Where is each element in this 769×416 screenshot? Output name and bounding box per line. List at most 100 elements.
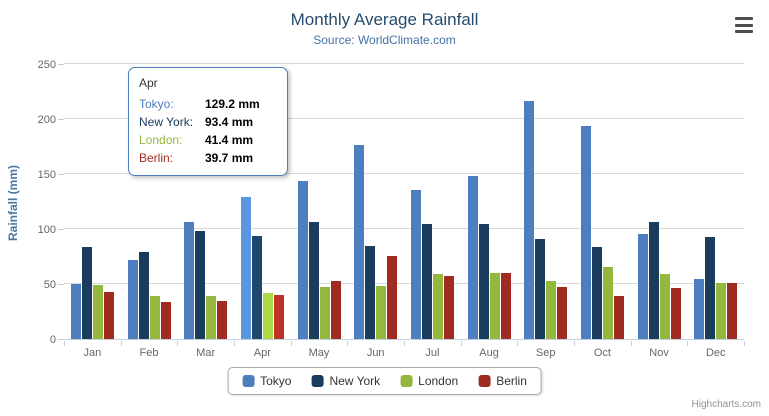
y-axis-tick — [58, 64, 64, 65]
bar-london-jul[interactable] — [432, 274, 443, 339]
x-axis-label-feb: Feb — [139, 347, 159, 359]
bar-london-jan[interactable] — [92, 285, 103, 339]
bar-london-sep[interactable] — [546, 281, 557, 339]
bar-new-york-oct[interactable] — [591, 247, 602, 339]
bar-new-york-apr[interactable] — [251, 236, 262, 339]
legend-label: Berlin — [496, 374, 527, 388]
tooltip-value: 129.2 mm — [205, 97, 260, 111]
month-group-nov — [631, 65, 688, 339]
bar-london-nov[interactable] — [659, 273, 670, 339]
bar-tokyo-jan[interactable] — [70, 284, 81, 339]
y-axis-tick — [58, 119, 64, 120]
bar-new-york-jan[interactable] — [81, 247, 92, 339]
legend-item-new-york[interactable]: New York — [311, 374, 380, 388]
y-axis-tick-label: 250 — [37, 59, 56, 71]
tooltip-row: New York: 93.4 mm — [139, 113, 277, 131]
bar-london-may[interactable] — [319, 287, 330, 339]
bar-london-dec[interactable] — [716, 282, 727, 339]
bar-tokyo-feb[interactable] — [127, 260, 138, 339]
bar-new-york-feb[interactable] — [138, 252, 149, 339]
legend: Tokyo New York London Berlin — [227, 367, 542, 395]
bar-tokyo-jun[interactable] — [354, 145, 365, 339]
bar-new-york-nov[interactable] — [648, 221, 659, 339]
bar-london-feb[interactable] — [149, 296, 160, 339]
hamburger-line — [735, 30, 753, 33]
hamburger-menu-icon[interactable] — [733, 16, 755, 34]
bar-berlin-nov[interactable] — [670, 287, 681, 339]
legend-item-tokyo[interactable]: Tokyo — [242, 374, 291, 388]
bar-tokyo-oct[interactable] — [580, 125, 591, 339]
tooltip-rows: Tokyo: 129.2 mm New York: 93.4 mm London: 41.… — [139, 95, 277, 167]
legend-symbol-berlin — [478, 375, 491, 387]
legend-item-berlin[interactable]: Berlin — [478, 374, 527, 388]
bar-london-aug[interactable] — [489, 273, 500, 339]
credits-link[interactable]: Highcharts.com — [691, 399, 761, 410]
month-group-apr — [234, 65, 291, 339]
y-axis-ticks — [58, 64, 64, 340]
tooltip-value: 39.7 mm — [205, 151, 254, 165]
bar-london-mar[interactable] — [206, 295, 217, 339]
x-axis-tick — [630, 341, 632, 346]
legend-label: New York — [329, 374, 381, 388]
month-group-jan — [64, 65, 121, 339]
x-axis-label-sep: Sep — [535, 347, 556, 359]
tooltip-series-label: London: — [139, 133, 183, 147]
bar-london-jun[interactable] — [376, 285, 387, 339]
y-axis-tick-label: 100 — [37, 224, 56, 236]
bar-new-york-jun[interactable] — [365, 246, 376, 339]
x-axis-label-jul: Jul — [425, 347, 440, 359]
bar-berlin-apr[interactable] — [273, 295, 284, 339]
gridline — [64, 173, 744, 174]
plot-area — [64, 63, 744, 340]
tooltip-row: Berlin: 39.7 mm — [139, 149, 277, 167]
bar-tokyo-dec[interactable] — [694, 279, 705, 339]
bar-berlin-jun[interactable] — [387, 255, 398, 339]
bar-berlin-dec[interactable] — [727, 282, 738, 339]
bar-new-york-jul[interactable] — [421, 223, 432, 339]
bar-tokyo-nov[interactable] — [637, 233, 648, 339]
x-axis-tick — [574, 341, 575, 346]
bar-berlin-jul[interactable] — [443, 275, 454, 339]
bar-tokyo-may[interactable] — [297, 180, 308, 339]
bar-berlin-sep[interactable] — [557, 286, 568, 339]
x-axis-label-jan: Jan — [83, 347, 102, 359]
tooltip-row: Tokyo: 129.2 mm — [139, 95, 277, 113]
bar-london-oct[interactable] — [602, 267, 613, 339]
bar-berlin-jan[interactable] — [103, 292, 114, 339]
x-axis-tick — [517, 341, 519, 346]
x-axis-tick — [404, 341, 405, 346]
x-axis-label-jun: Jun — [366, 347, 385, 359]
bar-berlin-may[interactable] — [330, 281, 341, 339]
y-axis-tick — [58, 339, 64, 340]
x-axis-labels: Jan Feb Mar Apr May Jun Jul Aug Sep Oct Nov Dec — [64, 347, 744, 359]
x-axis-label-aug: Aug — [479, 347, 499, 359]
tooltip-series-label: Tokyo: — [139, 97, 174, 111]
bar-berlin-feb[interactable] — [160, 302, 171, 339]
bar-new-york-aug[interactable] — [478, 224, 489, 339]
y-axis-tick — [58, 229, 64, 230]
month-group-may — [291, 65, 348, 339]
gridline — [64, 228, 744, 229]
month-group-dec — [687, 65, 744, 339]
legend-label: London — [418, 374, 459, 388]
legend-item-london[interactable]: London — [400, 374, 458, 388]
hamburger-line — [735, 17, 753, 20]
bar-new-york-may[interactable] — [308, 222, 319, 339]
bar-tokyo-sep[interactable] — [524, 100, 535, 339]
bar-new-york-dec[interactable] — [705, 237, 716, 339]
legend-symbol-tokyo — [242, 375, 255, 387]
hamburger-line — [735, 23, 753, 27]
gridline — [64, 283, 744, 284]
bar-berlin-aug[interactable] — [500, 272, 511, 339]
bar-tokyo-apr[interactable] — [240, 196, 251, 339]
bar-berlin-mar[interactable] — [217, 301, 228, 339]
bar-tokyo-aug[interactable] — [467, 175, 478, 339]
bar-berlin-oct[interactable] — [613, 296, 624, 339]
bar-tokyo-mar[interactable] — [184, 221, 195, 339]
bar-london-apr[interactable] — [262, 293, 273, 339]
bar-new-york-mar[interactable] — [195, 230, 206, 339]
bar-new-york-sep[interactable] — [535, 238, 546, 339]
bar-tokyo-jul[interactable] — [410, 189, 421, 339]
y-axis-tick-label: 150 — [37, 169, 56, 181]
